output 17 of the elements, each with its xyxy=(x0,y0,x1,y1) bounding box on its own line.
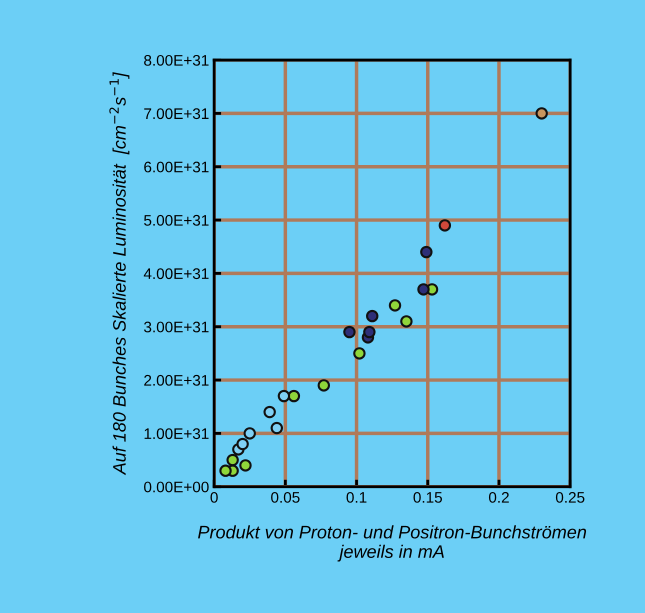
y-tick-label: 1.00E+31 xyxy=(144,428,209,440)
x-tick-label: 0 xyxy=(210,492,218,503)
x-tick-label: 0.05 xyxy=(271,492,300,503)
y-tick-label: 2.00E+31 xyxy=(144,374,209,386)
y-axis-title: Auf 180 Bunches Skalierte Luminosität [cm$^{−2}$s$^{−1}$] xyxy=(109,72,130,476)
y-tick-label: 5.00E+31 xyxy=(144,214,209,226)
x-tick-label: 0.2 xyxy=(488,492,509,503)
x-axis-title: Produkt von Proton- und Positron-Bunchströmen jeweils in mA xyxy=(198,525,586,562)
y-tick-label: 6.00E+31 xyxy=(144,162,209,172)
y-tick-label: 7.00E+31 xyxy=(144,108,209,120)
y-tick-label: 3.00E+31 xyxy=(144,322,209,332)
y-tick-label: 8.00E+31 xyxy=(144,54,209,66)
x-tick-label: 0.1 xyxy=(346,492,366,503)
x-tick-label: 0.15 xyxy=(413,492,442,503)
y-tick-label: 0.00E+00 xyxy=(144,482,209,492)
x-tick-label: 0.25 xyxy=(556,492,584,503)
y-tick-label: 4.00E+31 xyxy=(144,268,209,280)
